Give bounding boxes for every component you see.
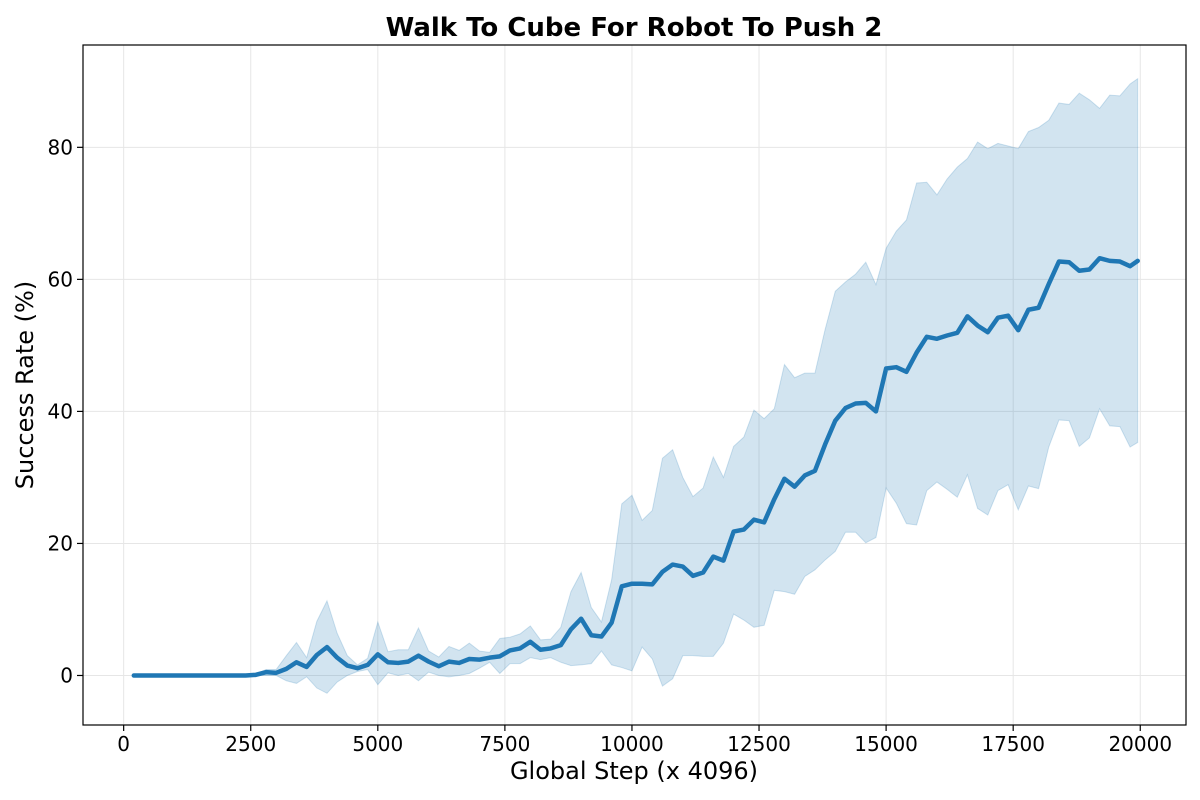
y-tick-label: 80 — [48, 135, 73, 159]
y-tick-label: 20 — [48, 531, 73, 555]
x-tick-label: 0 — [117, 732, 130, 756]
x-tick-label: 2500 — [225, 732, 276, 756]
x-tick-label: 7500 — [479, 732, 530, 756]
y-tick-label: 0 — [60, 663, 73, 687]
x-tick-label: 15000 — [854, 732, 918, 756]
x-axis-label: Global Step (x 4096) — [510, 757, 758, 785]
plot-area — [131, 77, 1140, 694]
x-tick-label: 12500 — [727, 732, 791, 756]
x-tick-label: 5000 — [352, 732, 403, 756]
x-tick-label: 17500 — [981, 732, 1045, 756]
plot-frame — [82, 44, 1187, 726]
grid-lines — [83, 45, 1186, 725]
axis-ticks: 0 2500 5000 7500 10000 12500 15000 17500 20000 0 2… — [48, 135, 1173, 756]
y-tick-label: 60 — [48, 267, 73, 291]
y-axis-label: Success Rate (%) — [11, 281, 39, 489]
series-line — [131, 255, 1140, 678]
chart-title: Walk To Cube For Robot To Push 2 — [386, 13, 883, 43]
x-tick-label: 20000 — [1108, 732, 1172, 756]
y-tick-label: 40 — [48, 399, 73, 423]
x-tick-label: 10000 — [600, 732, 664, 756]
